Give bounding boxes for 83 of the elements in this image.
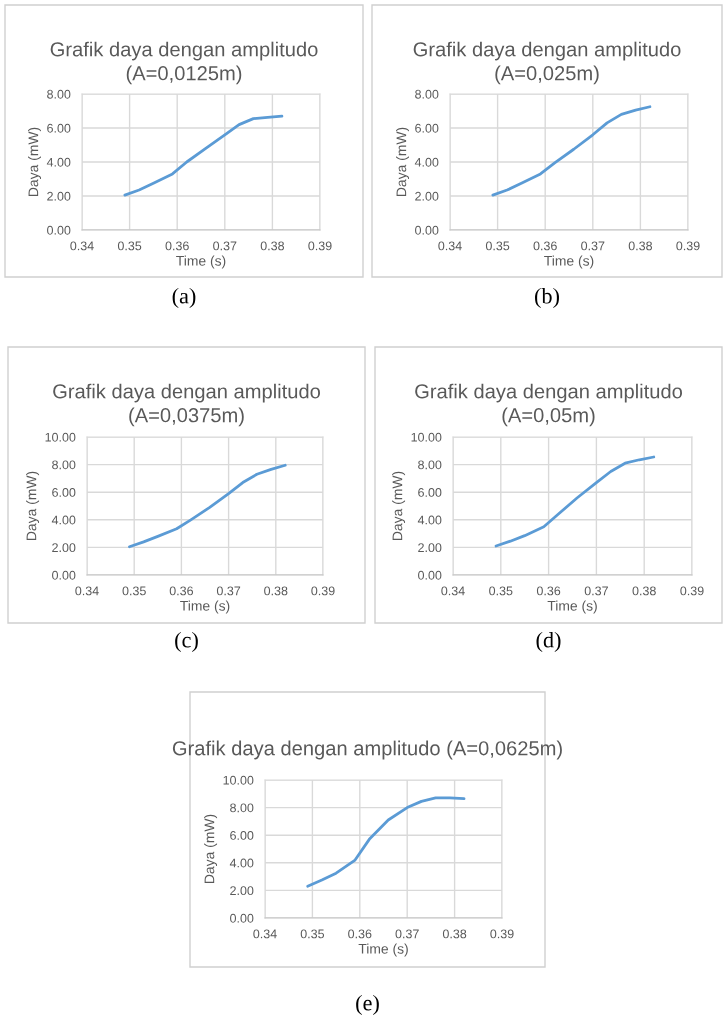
x-tick-label: 0.35 bbox=[122, 586, 146, 596]
x-tick-label: 0.34 bbox=[441, 586, 465, 596]
line-series bbox=[306, 796, 466, 888]
x-tick-label: 0.36 bbox=[533, 241, 557, 251]
x-tick-label: 0.38 bbox=[442, 929, 467, 939]
x-tick-label: 0.36 bbox=[348, 929, 372, 939]
y-tick-label: 6.00 bbox=[415, 123, 439, 133]
y-tick-label: 0.00 bbox=[230, 913, 254, 923]
x-tick-label: 0.39 bbox=[490, 929, 514, 939]
line-series bbox=[491, 105, 652, 197]
y-tick-label: 10.00 bbox=[411, 432, 442, 442]
y-tick-label: 0.00 bbox=[415, 225, 439, 235]
text: (a) bbox=[172, 287, 196, 309]
x-tick-label: 0.34 bbox=[438, 241, 462, 251]
x-tick-label: 0.35 bbox=[300, 929, 325, 939]
y-tick-label: 10.00 bbox=[45, 432, 76, 442]
x-axis-title: Time (s) bbox=[176, 255, 226, 269]
line-series bbox=[123, 114, 284, 197]
text: (c) bbox=[175, 631, 198, 653]
x-tick-label: 0.37 bbox=[581, 241, 605, 251]
x-axis-title: Time (s) bbox=[180, 600, 230, 614]
chart-title: Grafik daya dengan amplitudo (A=0,05m) bbox=[415, 383, 683, 427]
x-tick-label: 0.37 bbox=[584, 586, 608, 596]
y-tick-label: 8.00 bbox=[52, 460, 76, 470]
x-tick-label: 0.34 bbox=[253, 929, 277, 939]
y-tick-label: 2.00 bbox=[47, 191, 71, 201]
y-tick-label: 4.00 bbox=[414, 157, 439, 167]
x-tick-label: 0.34 bbox=[75, 586, 99, 596]
y-tick-label: 6.00 bbox=[52, 488, 76, 497]
line-series bbox=[494, 455, 656, 548]
y-tick-label: 2.00 bbox=[52, 543, 76, 553]
x-tick-label: 0.38 bbox=[260, 241, 285, 251]
x-axis-title: Time (s) bbox=[547, 600, 597, 614]
y-tick-label: 0.00 bbox=[418, 570, 442, 580]
x-tick-label: 0.36 bbox=[165, 241, 189, 251]
y-axis-title: Daya (mW) bbox=[396, 127, 410, 196]
x-tick-label: 0.37 bbox=[213, 241, 237, 251]
y-tick-label: 6.00 bbox=[418, 488, 442, 497]
x-tick-label: 0.39 bbox=[308, 241, 332, 251]
y-tick-label: 4.00 bbox=[51, 515, 76, 525]
y-tick-label: 2.00 bbox=[415, 191, 439, 201]
text: (b) bbox=[535, 287, 559, 309]
y-tick-label: 4.00 bbox=[417, 515, 442, 525]
x-tick-label: 0.38 bbox=[632, 586, 656, 596]
y-axis-title: Daya (mW) bbox=[204, 814, 218, 883]
y-tick-label: 10.00 bbox=[223, 775, 254, 785]
x-tick-label: 0.37 bbox=[216, 586, 241, 596]
text: (e) bbox=[356, 994, 379, 1016]
x-tick-label: 0.35 bbox=[485, 241, 510, 251]
x-tick-label: 0.38 bbox=[264, 586, 288, 596]
x-tick-label: 0.39 bbox=[676, 241, 700, 251]
y-axis-title: Daya (mW) bbox=[28, 127, 42, 196]
x-tick-label: 0.39 bbox=[680, 586, 704, 596]
y-axis-title: Daya (mW) bbox=[392, 471, 406, 540]
chart-title: Grafik daya dengan amplitudo (A=0,0375m) bbox=[53, 383, 321, 427]
x-tick-label: 0.35 bbox=[489, 586, 513, 596]
y-tick-label: 8.00 bbox=[418, 460, 442, 470]
y-tick-label: 0.00 bbox=[52, 570, 76, 580]
y-tick-label: 2.00 bbox=[418, 543, 442, 553]
y-tick-label: 8.00 bbox=[415, 89, 439, 99]
x-tick-label: 0.35 bbox=[117, 241, 142, 251]
x-axis-title: Time (s) bbox=[358, 943, 408, 957]
y-tick-label: 6.00 bbox=[230, 831, 254, 840]
x-tick-label: 0.36 bbox=[169, 586, 194, 596]
chart-title: Grafik daya dengan amplitudo (A=0,0125m) bbox=[50, 41, 318, 85]
y-axis-title: Daya (mW) bbox=[26, 471, 40, 540]
chart-title: Grafik daya dengan amplitudo (A=0,025m) bbox=[413, 41, 681, 85]
y-tick-label: 6.00 bbox=[47, 123, 71, 133]
line-series bbox=[128, 463, 287, 549]
x-tick-label: 0.34 bbox=[70, 241, 94, 251]
x-tick-label: 0.36 bbox=[536, 586, 561, 596]
y-tick-label: 4.00 bbox=[46, 157, 71, 167]
y-tick-label: 8.00 bbox=[230, 803, 254, 813]
y-tick-label: 2.00 bbox=[230, 886, 254, 896]
x-tick-label: 0.37 bbox=[395, 929, 419, 939]
x-tick-label: 0.38 bbox=[628, 241, 653, 251]
chart-title: Grafik daya dengan amplitudo (A=0,0625m) bbox=[172, 740, 562, 760]
y-tick-label: 0.00 bbox=[47, 225, 71, 235]
x-axis-title: Time (s) bbox=[544, 255, 594, 269]
y-tick-label: 8.00 bbox=[47, 89, 71, 99]
text: (d) bbox=[536, 631, 561, 653]
x-tick-label: 0.39 bbox=[311, 586, 335, 596]
y-tick-label: 4.00 bbox=[229, 858, 254, 868]
